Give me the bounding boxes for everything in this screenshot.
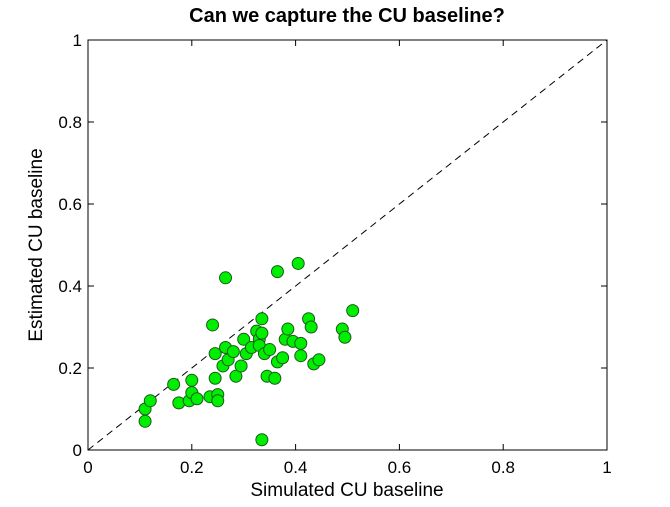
data-point	[190, 392, 204, 406]
data-point	[138, 414, 152, 428]
data-point	[255, 312, 269, 326]
x-tick-label: 0	[83, 458, 92, 477]
data-point	[234, 359, 248, 373]
x-tick-label: 0.2	[180, 458, 204, 477]
data-point	[167, 377, 181, 391]
data-point	[281, 322, 295, 336]
data-point	[270, 265, 284, 279]
x-axis-label: Simulated CU baseline	[250, 480, 443, 501]
data-point	[312, 353, 326, 367]
data-point	[263, 343, 277, 357]
x-tick-label: 0.6	[388, 458, 412, 477]
data-point	[346, 304, 360, 318]
axis-ticks: 0 0.2 0.4 0.6 0.8 1 0 0.2 0.4 0.6 0.8 1	[58, 31, 611, 477]
data-point	[208, 371, 222, 385]
data-point	[276, 351, 290, 365]
data-point	[291, 256, 305, 270]
data-point	[172, 396, 186, 410]
y-axis-label: Estimated CU baseline	[26, 148, 47, 341]
data-points	[138, 256, 360, 447]
y-tick-label: 0.8	[58, 113, 82, 132]
data-point	[237, 332, 251, 346]
y-tick-label: 0.6	[58, 195, 82, 214]
plot-frame	[87, 39, 608, 451]
y-tick-label: 0.4	[58, 277, 82, 296]
x-tick-label: 0.8	[491, 458, 515, 477]
data-point	[294, 336, 308, 350]
y-tick-label: 1	[73, 31, 82, 50]
data-point	[255, 433, 269, 447]
data-point	[185, 373, 199, 387]
data-point	[226, 345, 240, 359]
y-tick-label: 0.2	[58, 359, 82, 378]
data-point	[255, 326, 269, 340]
data-point	[304, 320, 318, 334]
data-point	[229, 369, 243, 383]
chart-title: Can we capture the CU baseline?	[189, 5, 505, 27]
data-point	[206, 318, 220, 332]
data-point	[338, 330, 352, 344]
x-tick-label: 0.4	[284, 458, 308, 477]
data-point	[294, 349, 308, 363]
data-point	[268, 371, 282, 385]
data-point	[211, 394, 225, 408]
identity-reference-line	[87, 39, 608, 451]
data-point	[143, 394, 157, 408]
data-point	[219, 271, 233, 285]
y-tick-label: 0	[73, 441, 82, 460]
x-tick-label: 1	[602, 458, 611, 477]
data-point	[208, 347, 222, 361]
